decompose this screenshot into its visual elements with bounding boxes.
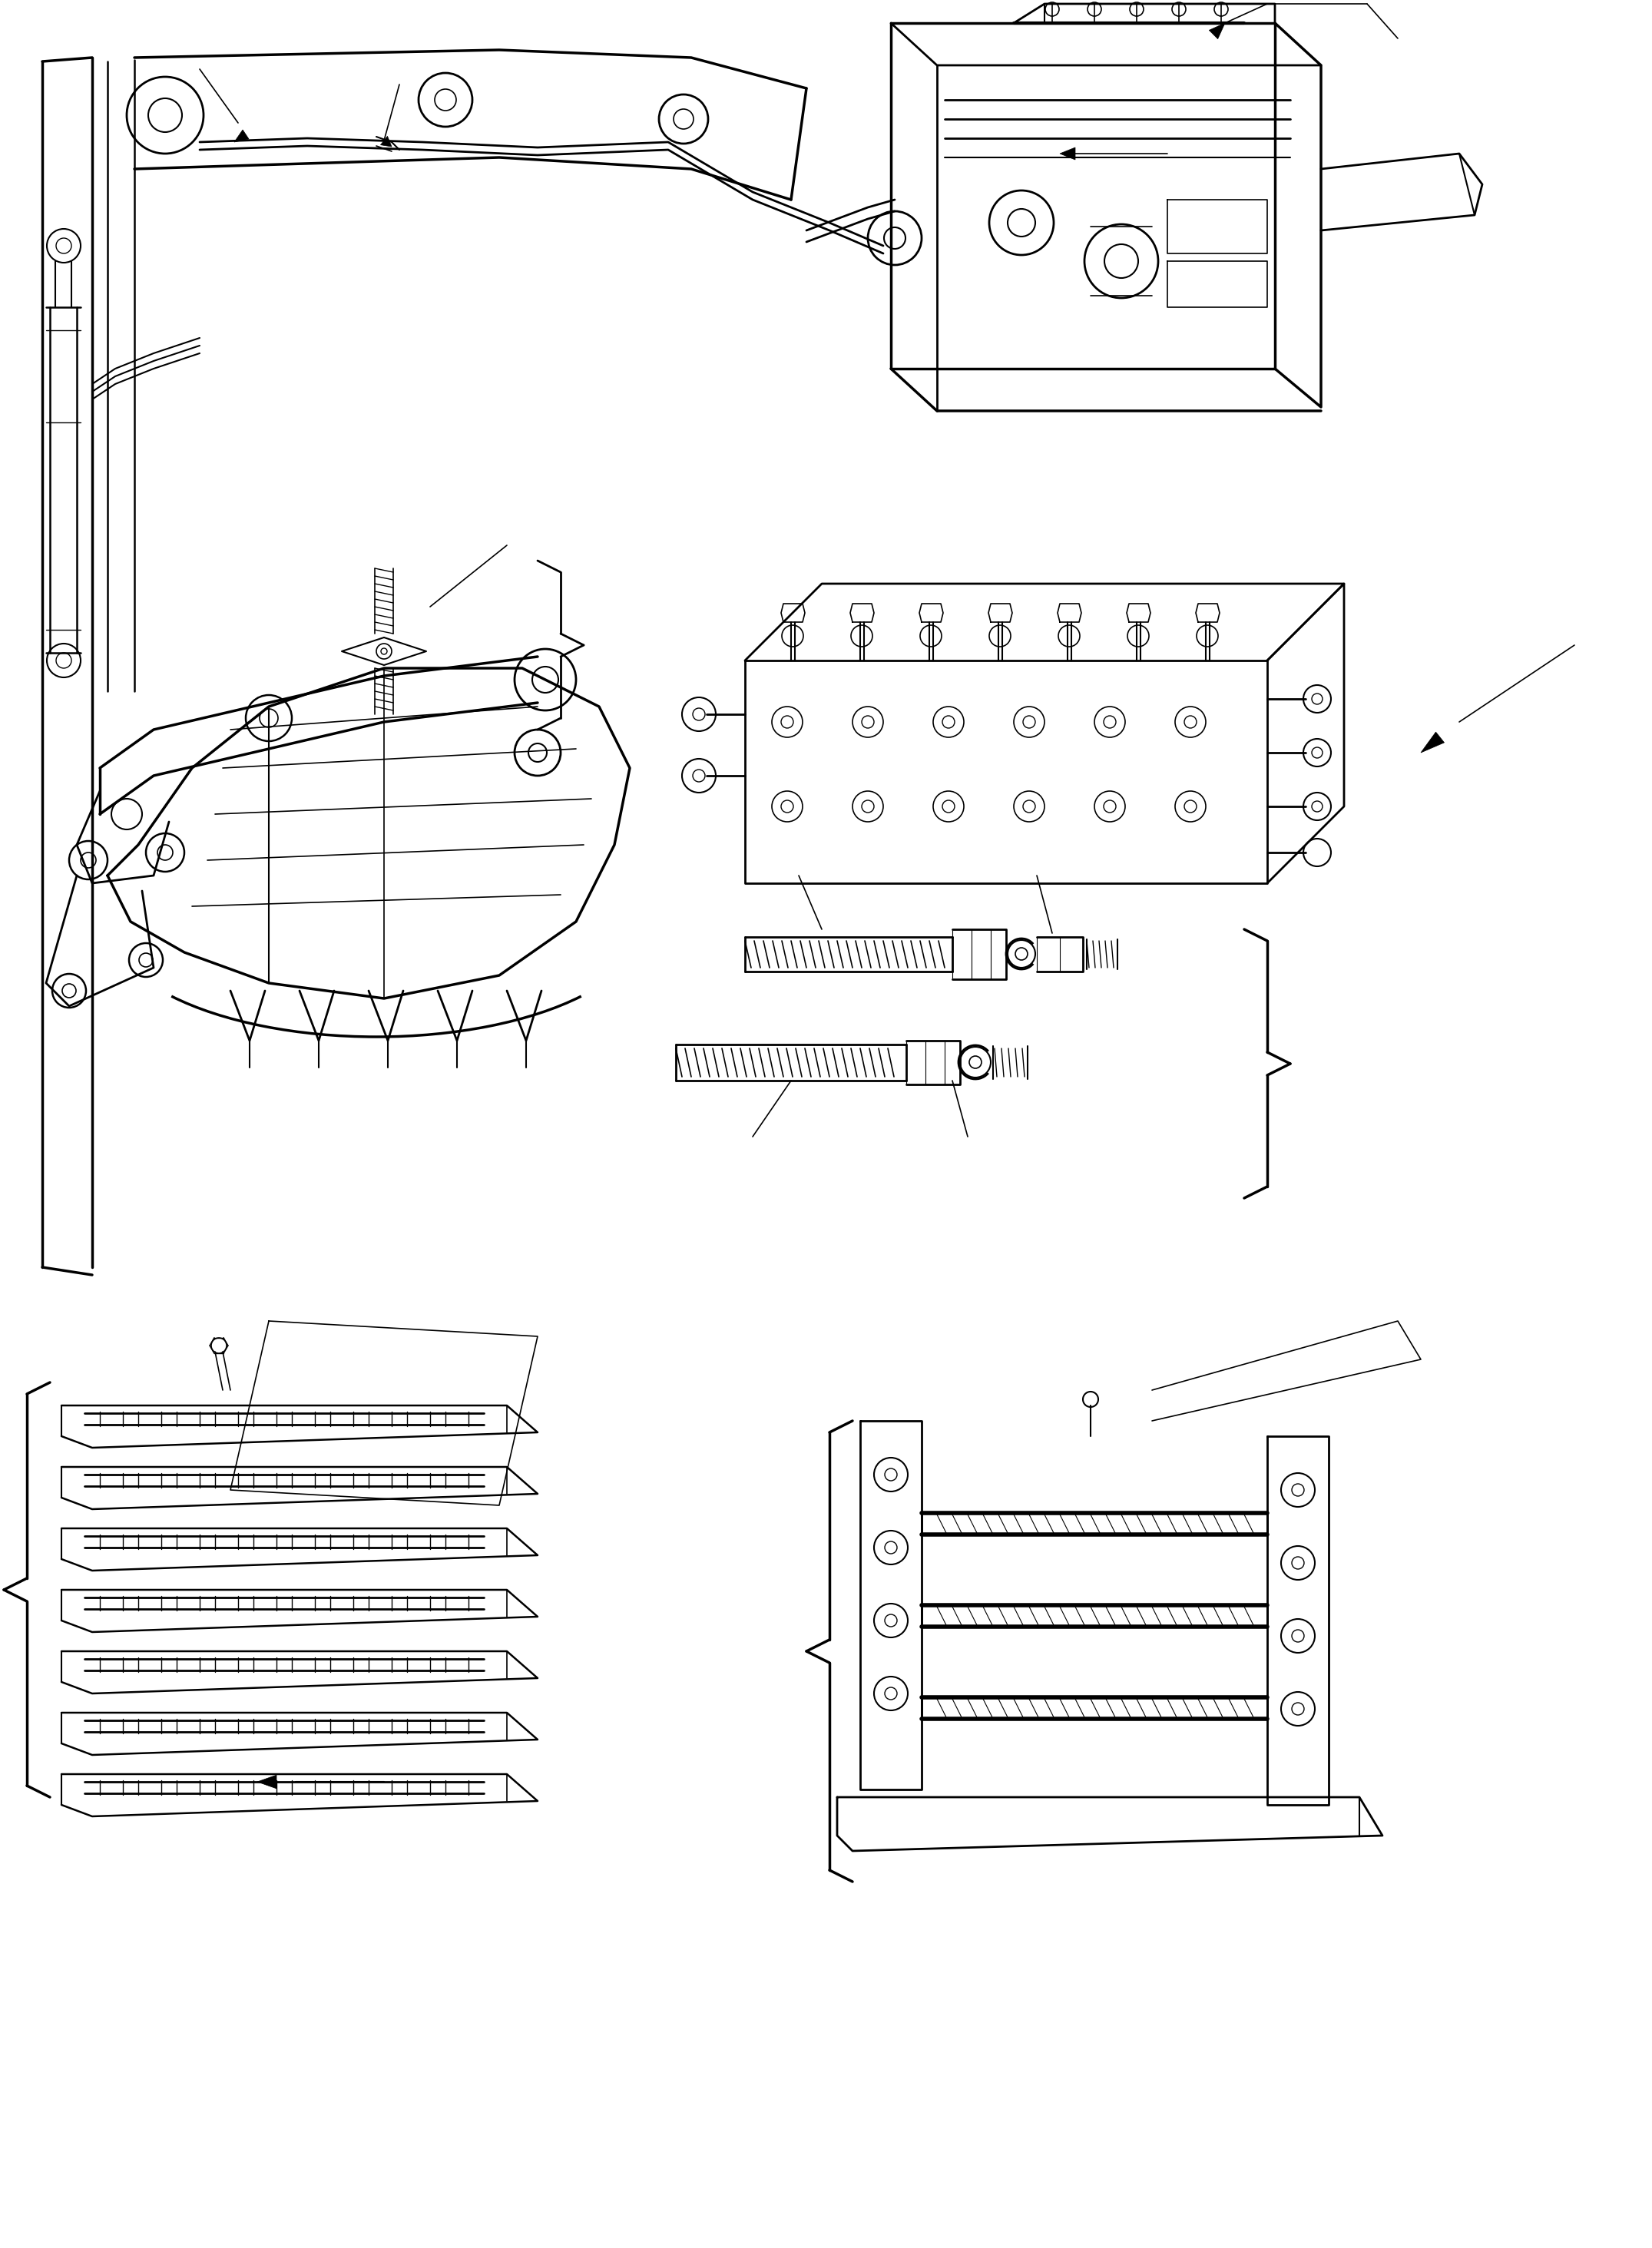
Polygon shape: [1061, 148, 1075, 160]
Polygon shape: [380, 137, 392, 146]
Polygon shape: [258, 1776, 276, 1789]
Polygon shape: [1421, 733, 1444, 753]
Polygon shape: [235, 130, 249, 142]
Polygon shape: [1209, 22, 1226, 38]
